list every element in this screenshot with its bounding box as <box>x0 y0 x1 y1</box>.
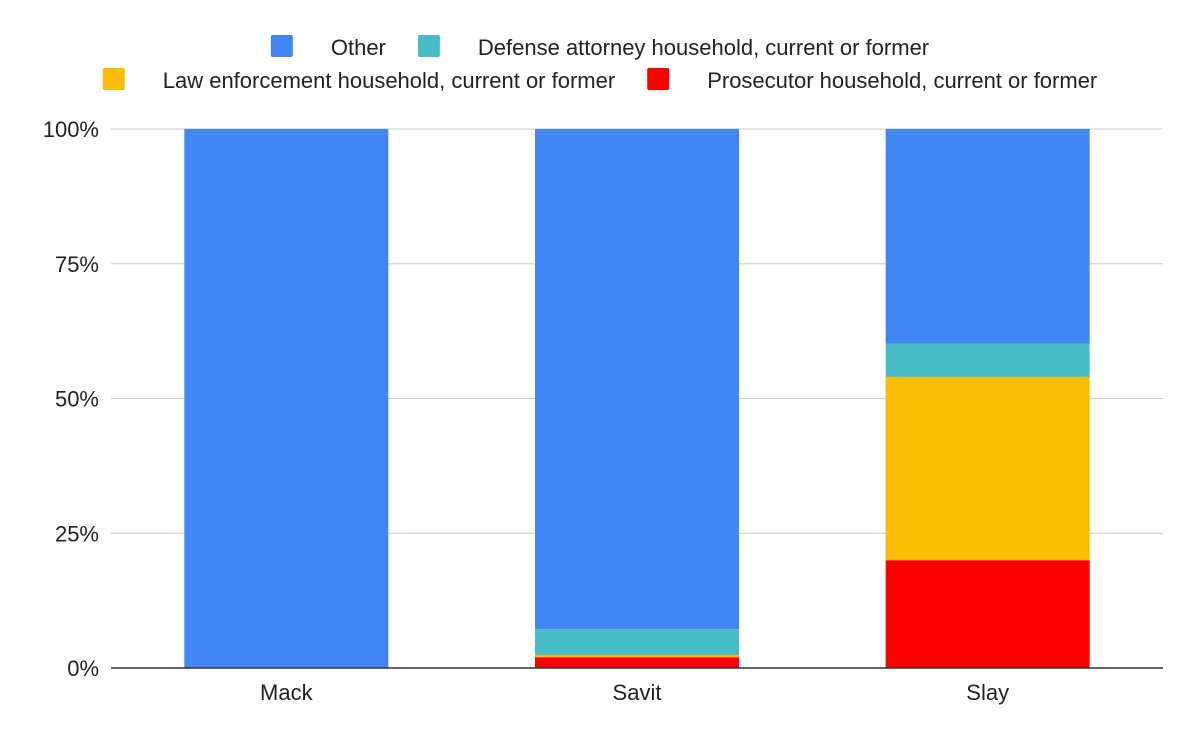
legend-label-other: Other <box>331 35 386 60</box>
x-tick-label: Mack <box>260 680 314 705</box>
legend-swatch-prosecutor-household-current-or-former <box>647 68 670 90</box>
bar-slay-other <box>885 129 1090 344</box>
y-tick-label: 25% <box>55 521 99 546</box>
legend-label-law-enforcement-household-current-or-former: Law enforcement household, current or fo… <box>163 68 615 93</box>
legend-label-prosecutor-household-current-or-former: Prosecutor household, current or former <box>707 68 1097 93</box>
bars <box>184 129 1090 668</box>
y-tick-label: 0% <box>67 656 99 681</box>
bar-savit-other <box>535 129 739 630</box>
x-tick-label: Slay <box>966 680 1009 705</box>
x-axis: Mack Savit Slay <box>111 667 1163 705</box>
legend-swatch-defense-attorney-household-current-or-former <box>417 35 440 57</box>
y-tick-label: 50% <box>55 387 99 412</box>
legend-swatch-law-enforcement-household-current-or-former <box>102 68 125 90</box>
legend-swatch-other <box>270 35 293 57</box>
bar-slay-defense-attorney-household-current-or-former <box>885 343 1090 377</box>
bar-savit-defense-attorney-household-current-or-former <box>535 629 739 656</box>
y-tick-label: 75% <box>55 252 99 277</box>
bar-slay-prosecutor-household-current-or-former <box>885 560 1090 668</box>
legend: Other Defense attorney household, current… <box>102 35 1097 93</box>
bar-savit-law-enforcement-household-current-or-former <box>535 655 739 658</box>
bar-slay-law-enforcement-household-current-or-former <box>885 376 1090 561</box>
bar-savit-prosecutor-household-current-or-former <box>535 657 739 668</box>
legend-label-defense-attorney-household-current-or-former: Defense attorney household, current or f… <box>478 35 929 60</box>
y-tick-label: 100% <box>43 117 99 142</box>
y-axis: 0% 25% 50% 75% 100% <box>43 117 99 681</box>
bar-mack-other <box>184 129 389 668</box>
x-tick-label: Savit <box>613 680 662 705</box>
